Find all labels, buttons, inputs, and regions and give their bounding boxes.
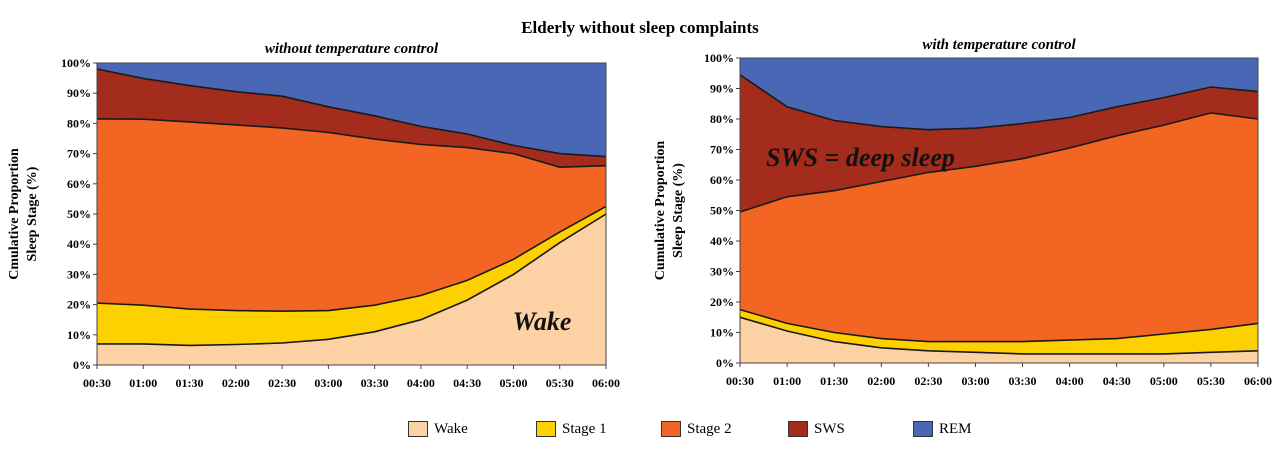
x-tick-label: 02:30 (268, 376, 296, 390)
y-tick-label: 30% (67, 267, 91, 281)
x-tick-label: 05:30 (546, 376, 574, 390)
legend-swatch-rem (913, 421, 933, 437)
y-tick-label: 50% (710, 204, 734, 218)
y-tick-label: 10% (67, 328, 91, 342)
x-tick-label: 01:00 (129, 376, 157, 390)
area-wake (97, 214, 606, 365)
legend-swatch-wake (408, 421, 428, 437)
x-tick-label: 05:30 (1197, 374, 1225, 388)
boundary-line-stage-1 (739, 308, 1259, 343)
x-tick-label: 03:00 (314, 376, 342, 390)
y-tick-label: 10% (710, 326, 734, 340)
y-axis-label: Cumulative Proportion (653, 141, 668, 281)
x-tick-label: 05:00 (1150, 374, 1178, 388)
area-stage-2 (740, 112, 1258, 342)
y-tick-label: 20% (710, 295, 734, 309)
y-axis-label: Sleep Stage (%) (25, 166, 40, 261)
y-tick-label: 60% (67, 177, 91, 191)
legend-swatch-sws (788, 421, 808, 437)
y-tick-label: 0% (73, 358, 91, 372)
legend-swatch-stage1 (536, 421, 556, 437)
x-tick-label: 06:00 (1244, 374, 1272, 388)
legend-item-stage2: Stage 2 (661, 418, 732, 440)
y-tick-label: 30% (710, 265, 734, 279)
y-tick-label: 40% (67, 237, 91, 251)
x-tick-label: 04:30 (1103, 374, 1131, 388)
x-tick-label: 04:30 (453, 376, 481, 390)
boundary-line-wake (97, 213, 607, 347)
x-tick-label: 02:00 (222, 376, 250, 390)
area-sws (740, 74, 1258, 212)
legend-item-stage1: Stage 1 (536, 418, 607, 440)
boundary-line-stage-2 (739, 112, 1259, 213)
y-tick-label: 100% (704, 51, 734, 65)
area-wake (740, 317, 1258, 363)
legend-item-sws: SWS (788, 418, 845, 440)
y-tick-label: 60% (710, 173, 734, 187)
chart-annotation: Wake (513, 307, 572, 336)
charts-canvas: 0% 10% 20% 30% 40% 50% 60% 70% 80% 90% 100% 00:30 01… (7, 37, 1272, 390)
area-sws (97, 69, 606, 168)
area-rem (97, 63, 606, 157)
x-tick-label: 01:00 (773, 374, 801, 388)
legend-label-stage2: Stage 2 (687, 420, 732, 437)
y-tick-label: 40% (710, 234, 734, 248)
legend-item-wake: Wake (408, 418, 468, 440)
x-tick-label: 06:00 (592, 376, 620, 390)
y-tick-label: 20% (67, 298, 91, 312)
y-tick-label: 90% (67, 86, 91, 100)
x-tick-label: 00:30 (83, 376, 111, 390)
chart-left-panel: 0% 10% 20% 30% 40% 50% 60% 70% 80% 90% 100% 00:30 01… (7, 41, 620, 390)
x-tick-label: 01:30 (176, 376, 204, 390)
x-tick-label: 01:30 (820, 374, 848, 388)
x-tick-label: 00:30 (726, 374, 754, 388)
y-axis-label: Cmulative Proportion (7, 148, 22, 280)
boundary-line-sws (96, 68, 607, 158)
x-tick-label: 03:30 (1009, 374, 1037, 388)
chart-subtitle: with temperature control (922, 37, 1076, 53)
y-tick-label: 70% (710, 143, 734, 157)
legend-label-sws: SWS (814, 420, 845, 437)
boundary-line-stage-1 (96, 205, 607, 313)
legend-swatch-stage2 (661, 421, 681, 437)
y-tick-label: 80% (67, 116, 91, 130)
x-tick-label: 03:00 (961, 374, 989, 388)
boundary-line-wake (739, 316, 1259, 355)
y-tick-label: 80% (710, 112, 734, 126)
legend-label-wake: Wake (434, 420, 468, 437)
x-tick-label: 04:00 (407, 376, 435, 390)
boundary-line-sws (739, 74, 1259, 131)
chart-subtitle: without temperature control (265, 41, 439, 57)
x-tick-label: 05:00 (499, 376, 527, 390)
chart-annotation: SWS = deep sleep (766, 143, 955, 172)
x-tick-label: 02:30 (914, 374, 942, 388)
legend-label-stage1: Stage 1 (562, 420, 607, 437)
x-tick-label: 03:30 (361, 376, 389, 390)
legend-item-rem: REM (913, 418, 972, 440)
y-tick-label: 70% (67, 147, 91, 161)
main-title: Elderly without sleep complaints (521, 18, 759, 37)
legend-label-rem: REM (939, 420, 972, 437)
area-stage-2 (97, 118, 606, 312)
y-tick-label: 100% (61, 56, 91, 70)
area-stage-1 (740, 309, 1258, 354)
boundary-line-stage-2 (96, 118, 607, 169)
x-tick-label: 04:00 (1056, 374, 1084, 388)
chart-right-panel: 0% 10% 20% 30% 40% 50% 60% 70% 80% 90% 100% 00:30 01… (653, 37, 1272, 388)
y-tick-label: 50% (67, 207, 91, 221)
x-tick-label: 02:00 (867, 374, 895, 388)
y-tick-label: 90% (710, 82, 734, 96)
y-tick-label: 0% (716, 356, 734, 370)
y-axis-label: Sleep Stage (%) (671, 163, 686, 258)
area-rem (740, 58, 1258, 130)
